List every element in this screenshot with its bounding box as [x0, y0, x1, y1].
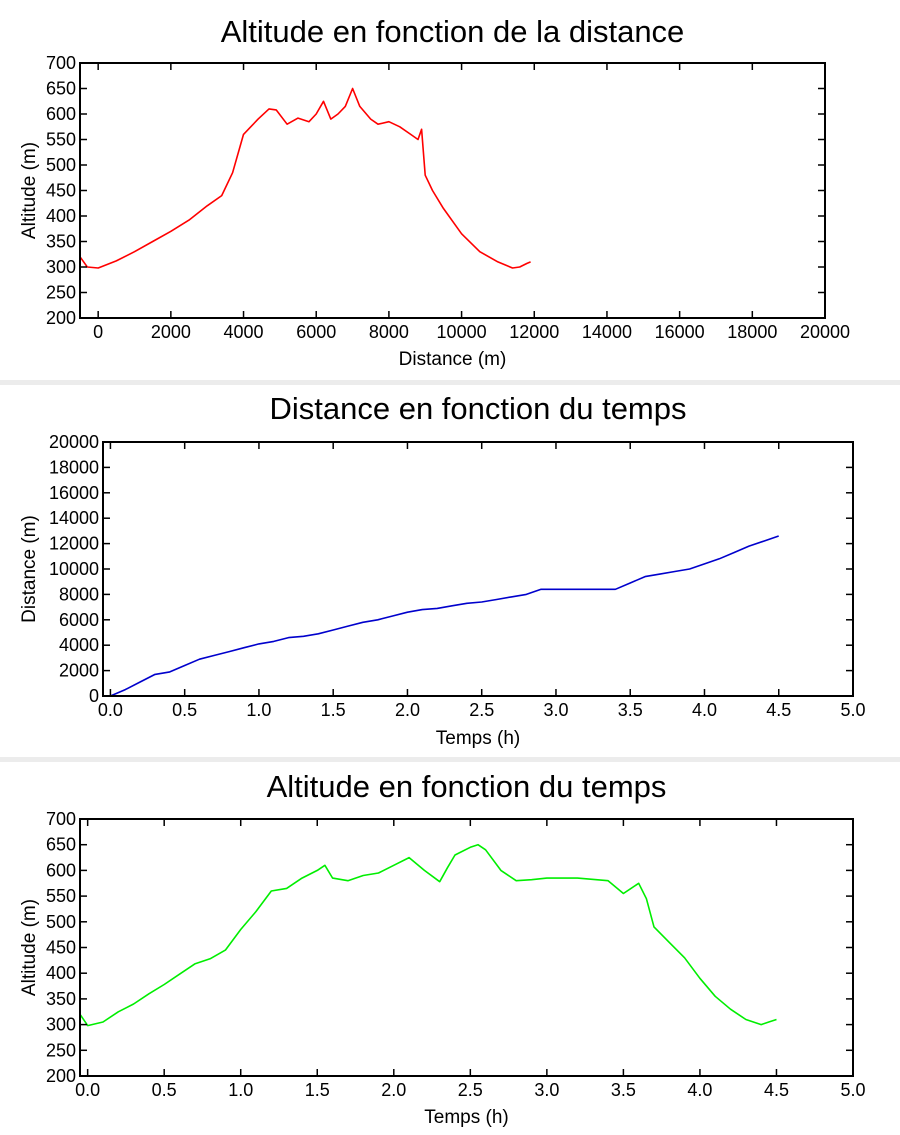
x-tick-label: 0.0 — [98, 700, 123, 720]
chart-panel-distance-time: Distance en fonction du temps 0.0 0.5 1.0 1.… — [0, 385, 900, 757]
y-tick-label: 400 — [46, 963, 76, 983]
y-axis-label: Altitude (m) — [19, 899, 40, 996]
y-tick-label: 14000 — [49, 508, 99, 528]
y-tick-label: 300 — [46, 1015, 76, 1035]
y-tick-label: 18000 — [49, 457, 99, 477]
x-tick-label: 3.5 — [618, 700, 643, 720]
y-tick-label: 20000 — [49, 432, 99, 452]
y-tick-label: 6000 — [59, 610, 99, 630]
y-tick-label: 12000 — [49, 534, 99, 554]
x-tick-label: 4.0 — [692, 700, 717, 720]
y-tick-label: 400 — [46, 206, 76, 226]
x-tick-label: 3.5 — [611, 1080, 636, 1100]
x-tick-label: 1.0 — [246, 700, 271, 720]
y-tick-label: 200 — [46, 308, 76, 328]
y-tick-label: 600 — [46, 104, 76, 124]
x-tick-label: 0.5 — [152, 1080, 177, 1100]
series-line-0 — [80, 87, 531, 269]
x-tick-label: 14000 — [582, 322, 632, 342]
y-tick-label: 500 — [46, 912, 76, 932]
y-tick-label: 700 — [46, 53, 76, 73]
x-axis-label: Temps (h) — [436, 728, 520, 749]
axes-frame — [79, 818, 854, 1077]
chart-title: Altitude en fonction du temps — [267, 769, 667, 804]
y-tick-label: 0 — [89, 686, 99, 706]
y-axis-label: Distance (m) — [19, 515, 40, 623]
panel-separator — [0, 757, 900, 762]
chart-panel-altitude-time: Altitude en fonction du temps 0.0 0.5 1.0 1.… — [0, 762, 900, 1135]
series-line-0 — [110, 535, 779, 696]
y-tick-label: 350 — [46, 232, 76, 252]
y-axis-label: Altitude (m) — [19, 142, 40, 239]
y-tick-label: 600 — [46, 860, 76, 880]
axes-frame — [102, 441, 854, 697]
y-tick-label: 250 — [46, 283, 76, 303]
x-tick-label: 6000 — [296, 322, 336, 342]
y-tick-label: 450 — [46, 181, 76, 201]
x-tick-label: 10000 — [437, 322, 487, 342]
x-tick-label: 5.0 — [840, 700, 865, 720]
x-tick-label: 1.5 — [305, 1080, 330, 1100]
y-tick-label: 650 — [46, 835, 76, 855]
x-tick-label: 8000 — [369, 322, 409, 342]
x-tick-label: 4.5 — [766, 700, 791, 720]
y-tick-label: 2000 — [59, 661, 99, 681]
y-tick-label: 350 — [46, 989, 76, 1009]
chart-svg-altitude-distance: Altitude en fonction de la distance 0 2000… — [19, 14, 850, 370]
x-tick-label: 12000 — [509, 322, 559, 342]
x-tick-label: 2.0 — [395, 700, 420, 720]
x-tick-label: 0.0 — [75, 1080, 100, 1100]
x-tick-label: 18000 — [727, 322, 777, 342]
x-tick-label: 5.0 — [840, 1080, 865, 1100]
x-tick-label: 1.5 — [321, 700, 346, 720]
chart-title: Altitude en fonction de la distance — [221, 14, 685, 49]
chart-title: Distance en fonction du temps — [269, 391, 686, 426]
x-tick-label: 1.0 — [228, 1080, 253, 1100]
panel-separator — [0, 380, 900, 385]
y-tick-label: 300 — [46, 257, 76, 277]
x-tick-label: 4.5 — [764, 1080, 789, 1100]
y-tick-label: 16000 — [49, 483, 99, 503]
x-tick-label: 2000 — [151, 322, 191, 342]
chart-panel-altitude-distance: Altitude en fonction de la distance 0 2000… — [0, 0, 900, 380]
y-tick-label: 200 — [46, 1066, 76, 1086]
x-tick-label: 2.5 — [469, 700, 494, 720]
y-tick-label: 8000 — [59, 584, 99, 604]
y-tick-label: 250 — [46, 1040, 76, 1060]
chart-svg-distance-time: Distance en fonction du temps 0.0 0.5 1.0 1.… — [19, 391, 866, 749]
x-tick-label: 20000 — [800, 322, 850, 342]
y-tick-label: 450 — [46, 938, 76, 958]
axes-frame — [79, 62, 826, 319]
x-tick-label: 4000 — [224, 322, 264, 342]
y-tick-label: 650 — [46, 79, 76, 99]
y-tick-label: 10000 — [49, 559, 99, 579]
x-tick-label: 2.5 — [458, 1080, 483, 1100]
x-axis-label: Distance (m) — [399, 349, 507, 370]
y-tick-label: 500 — [46, 155, 76, 175]
x-tick-label: 3.0 — [534, 1080, 559, 1100]
y-tick-label: 4000 — [59, 635, 99, 655]
x-tick-label: 4.0 — [687, 1080, 712, 1100]
y-tick-label: 550 — [46, 130, 76, 150]
x-tick-label: 3.0 — [543, 700, 568, 720]
series-line-0 — [80, 843, 777, 1027]
y-tick-label: 700 — [46, 809, 76, 829]
x-axis-label: Temps (h) — [424, 1107, 508, 1128]
x-tick-label: 0 — [93, 322, 103, 342]
x-tick-label: 2.0 — [381, 1080, 406, 1100]
chart-svg-altitude-time: Altitude en fonction du temps 0.0 0.5 1.0 1.… — [19, 769, 866, 1128]
y-tick-label: 550 — [46, 886, 76, 906]
x-tick-label: 0.5 — [172, 700, 197, 720]
x-tick-label: 16000 — [655, 322, 705, 342]
